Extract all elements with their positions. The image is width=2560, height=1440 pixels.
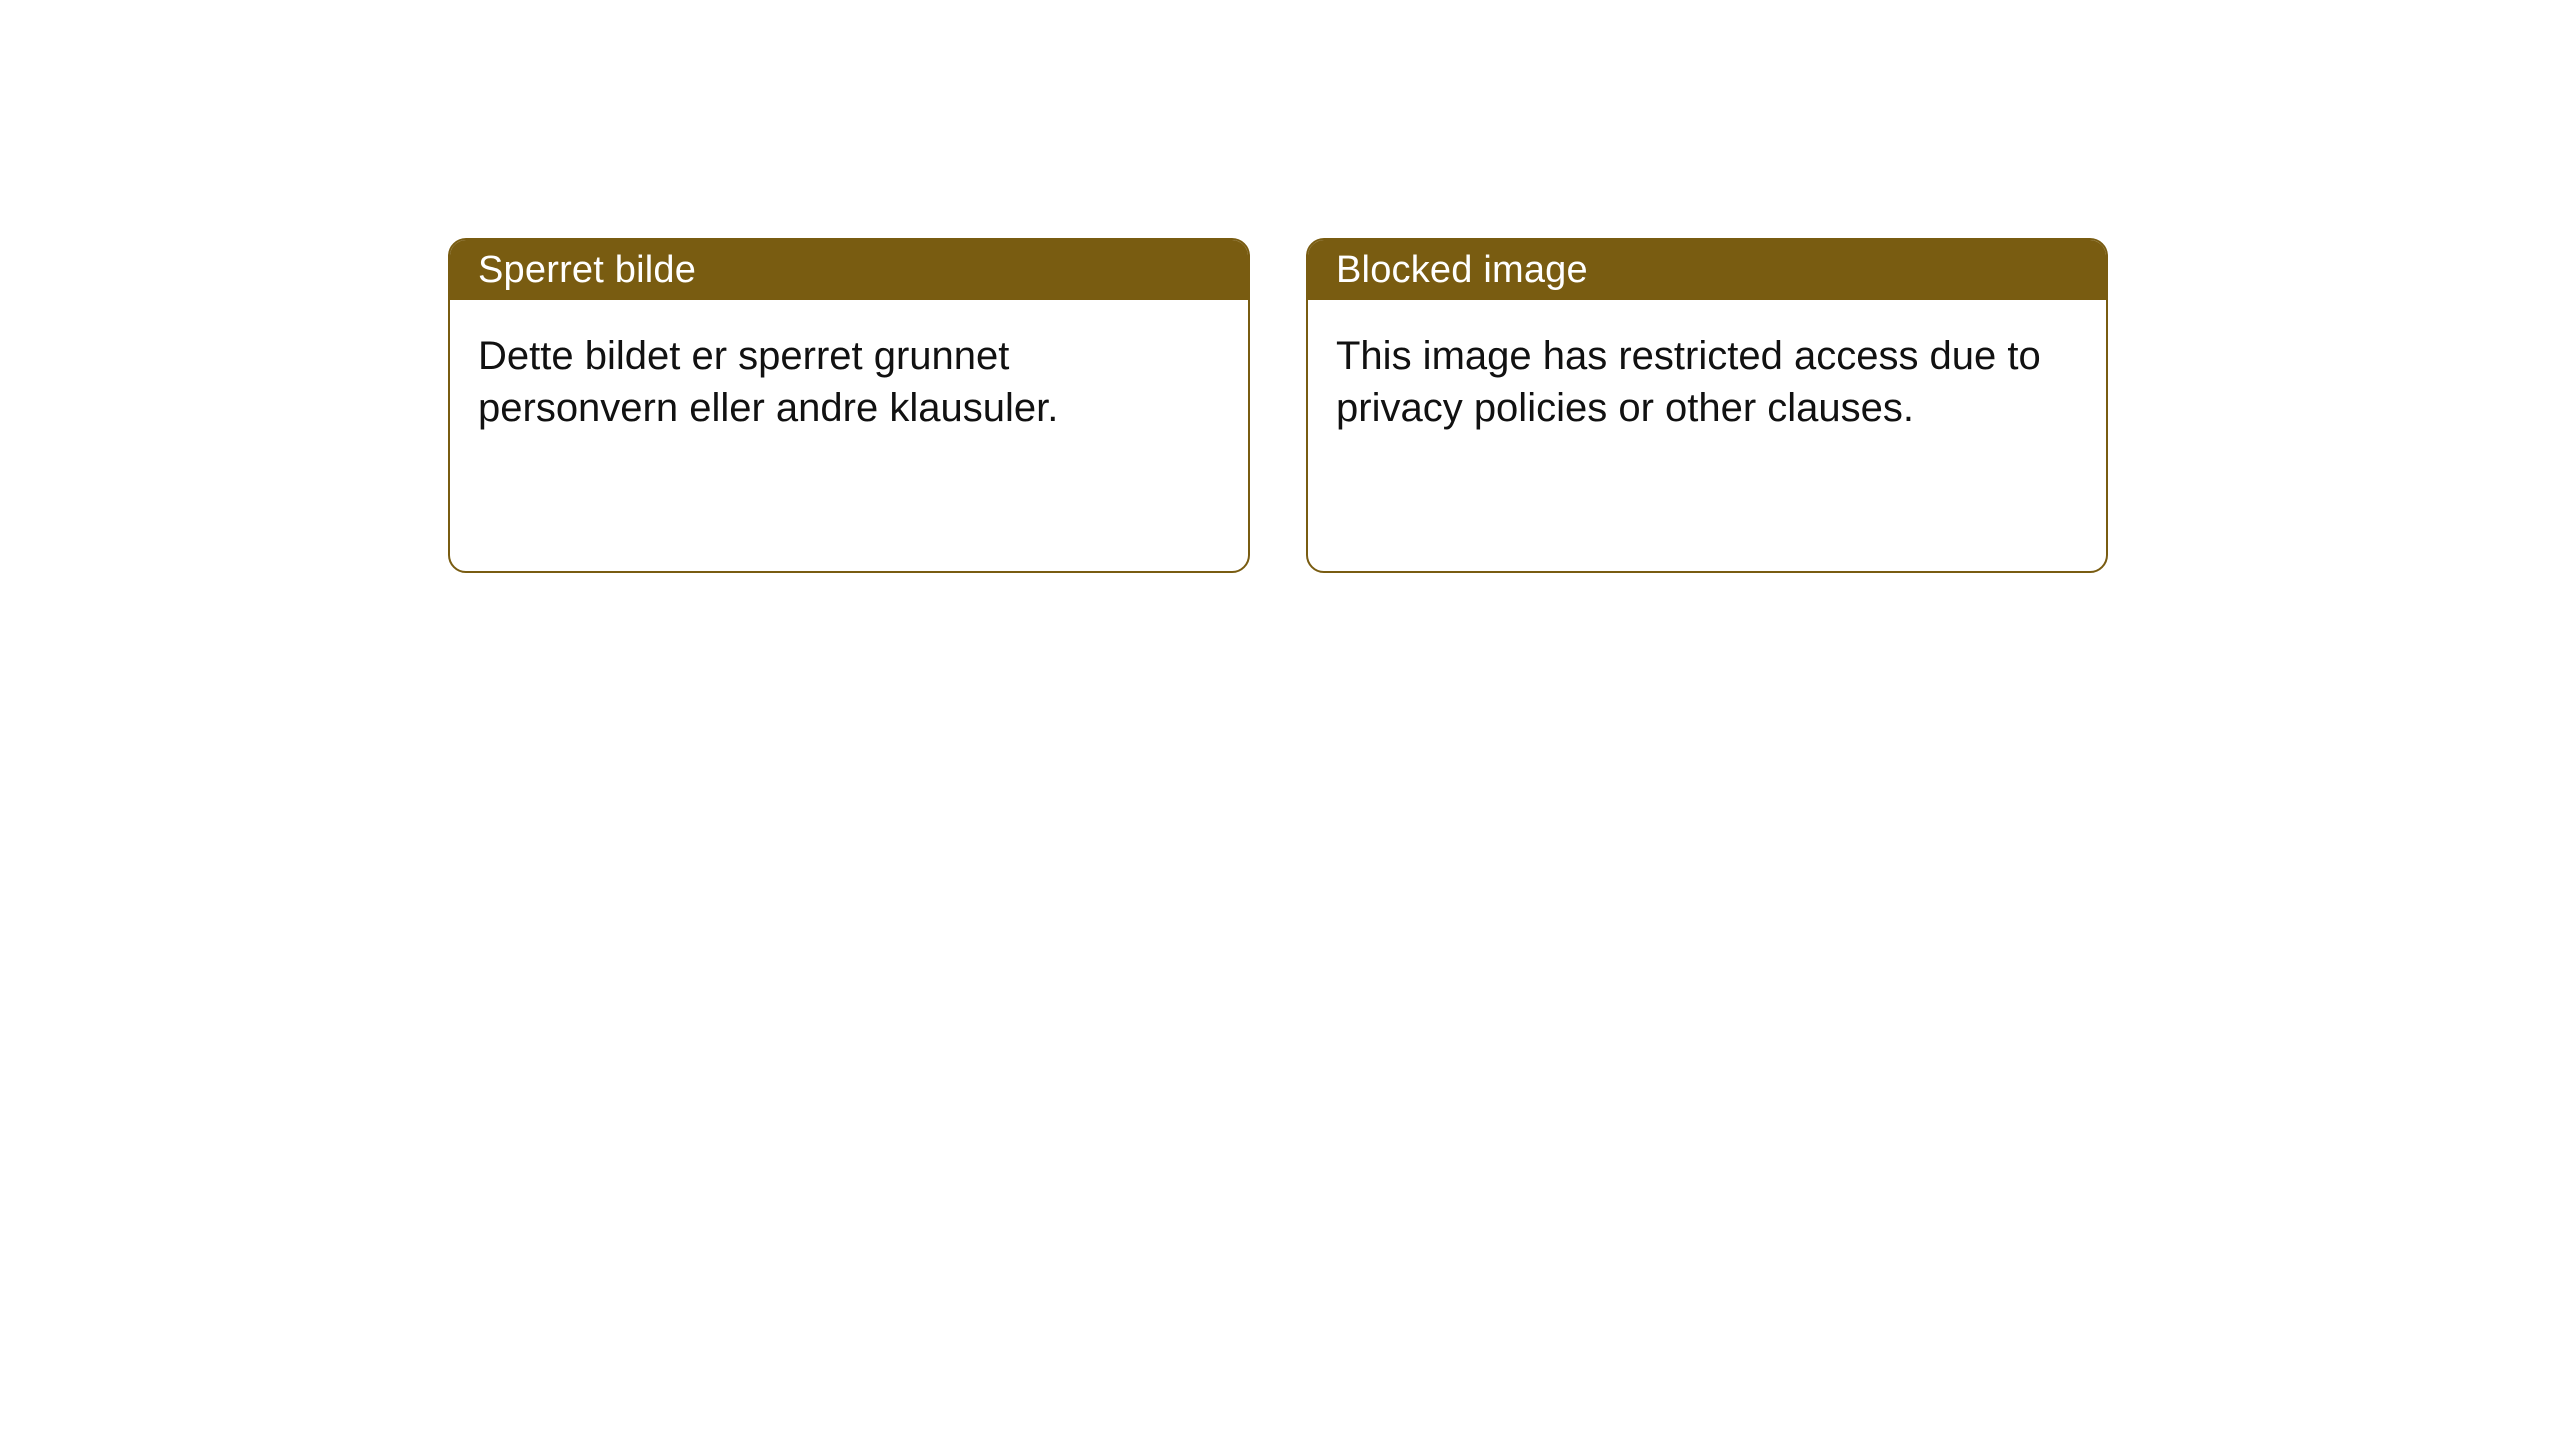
notice-card-english: Blocked image This image has restricted … [1306, 238, 2108, 573]
notice-body-text-english: This image has restricted access due to … [1336, 334, 2041, 430]
notice-title-norwegian: Sperret bilde [478, 249, 696, 292]
notice-container: Sperret bilde Dette bildet er sperret gr… [0, 0, 2560, 573]
notice-body-english: This image has restricted access due to … [1308, 300, 2106, 571]
notice-body-norwegian: Dette bildet er sperret grunnet personve… [450, 300, 1248, 571]
notice-header-norwegian: Sperret bilde [450, 240, 1248, 300]
notice-title-english: Blocked image [1336, 249, 1588, 292]
notice-body-text-norwegian: Dette bildet er sperret grunnet personve… [478, 334, 1058, 430]
notice-header-english: Blocked image [1308, 240, 2106, 300]
notice-card-norwegian: Sperret bilde Dette bildet er sperret gr… [448, 238, 1250, 573]
